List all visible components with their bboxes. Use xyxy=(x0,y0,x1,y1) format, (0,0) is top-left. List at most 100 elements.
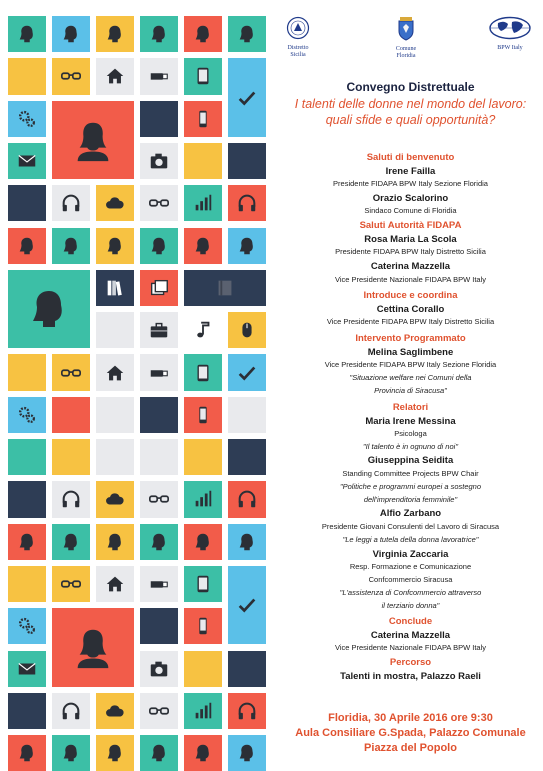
speaker-name: Maria Irene Messina xyxy=(365,416,456,427)
headphones-icon xyxy=(236,488,258,510)
speaker-role: Resp. Formazione e Comunicazione xyxy=(349,562,472,571)
grid-tile xyxy=(228,142,266,180)
grid-tile xyxy=(8,269,90,349)
woman-head-icon xyxy=(104,235,126,257)
decorative-icon-grid xyxy=(8,16,266,771)
grid-tile xyxy=(140,735,178,771)
grid-tile xyxy=(52,439,90,476)
grid-tile xyxy=(184,16,222,53)
woman-head-icon xyxy=(60,235,82,257)
grid-tile xyxy=(52,692,90,730)
footer-square: Piazza del Popolo xyxy=(364,742,457,754)
grid-tile xyxy=(8,142,46,180)
grid-tile xyxy=(140,396,178,433)
grid-tile xyxy=(8,565,46,603)
grid-tile xyxy=(96,439,134,476)
grid-tile xyxy=(96,735,134,771)
checkmark-icon xyxy=(236,362,258,384)
speaker-role: Vice Presidente Nazionale FIDAPA BPW Ita… xyxy=(334,275,487,284)
grid-tile xyxy=(184,692,222,730)
grid-tile xyxy=(140,100,178,137)
logo-label-line1: BPW Italy xyxy=(497,45,523,51)
grid-tile xyxy=(228,58,266,137)
talk-title: "Le leggi a tutela della donna lavoratri… xyxy=(342,535,479,544)
grid-tile xyxy=(52,735,90,771)
grid-tile xyxy=(8,481,46,518)
grid-tile xyxy=(96,312,134,349)
grid-tile xyxy=(228,227,266,264)
grid-tile xyxy=(52,523,90,560)
woman-head-icon xyxy=(16,235,38,257)
music-note-icon xyxy=(192,319,214,341)
grid-tile xyxy=(96,58,134,95)
grid-tile xyxy=(140,565,178,603)
book-dark-icon xyxy=(214,277,236,299)
grid-tile xyxy=(228,481,266,518)
grid-tile xyxy=(140,354,178,391)
section-heading: Conclude xyxy=(388,616,433,627)
grid-tile xyxy=(140,608,178,645)
fidapa-emblem-icon xyxy=(278,16,318,43)
grid-tile xyxy=(228,354,266,391)
grid-tile xyxy=(8,735,46,771)
grid-tile xyxy=(184,227,222,264)
gears-icon xyxy=(16,108,38,130)
talk-title: dell'imprenditoria femminile" xyxy=(363,495,458,504)
mouse-icon xyxy=(236,319,258,341)
signal-bars-icon xyxy=(192,700,214,722)
signal-bars-icon xyxy=(192,488,214,510)
speaker-name: Alfio Zarbano xyxy=(379,508,442,519)
tablet-icon xyxy=(192,362,214,384)
woman-head-icon xyxy=(148,742,170,764)
footer-venue: Aula Consiliare G.Spada, Palazzo Comunal… xyxy=(295,727,526,739)
grid-tile xyxy=(184,312,222,349)
grid-tile xyxy=(52,227,90,264)
books-icon xyxy=(104,277,126,299)
grid-tile xyxy=(184,608,222,645)
house-icon xyxy=(104,362,126,384)
grid-tile xyxy=(140,185,178,222)
checkmark-icon xyxy=(236,87,258,109)
speaker-role: Vice Presidente Nazionale FIDAPA BPW Ita… xyxy=(334,643,487,652)
grid-tile xyxy=(140,650,178,687)
grid-tile xyxy=(52,100,134,180)
speaker-name: Giuseppina Seidita xyxy=(367,455,454,466)
grid-tile xyxy=(96,227,134,264)
talk-title: "Il talento è in ognuno di noi" xyxy=(363,442,458,451)
grid-tile xyxy=(228,396,266,433)
talk-title: Provincia di Siracusa" xyxy=(374,386,447,395)
headphones-icon xyxy=(60,488,82,510)
grid-tile xyxy=(140,481,178,518)
house-icon xyxy=(104,65,126,87)
grid-tile xyxy=(228,439,266,476)
poster-text-column: Distretto Sicilia Comune Floridia BPW It… xyxy=(278,0,543,768)
speaker-name: Irene Failla xyxy=(385,166,436,177)
globe-icon xyxy=(486,16,534,43)
grid-tile xyxy=(228,185,266,222)
woman-head-icon xyxy=(16,742,38,764)
phone-icon xyxy=(192,404,214,426)
grid-tile xyxy=(228,735,266,771)
glasses-icon xyxy=(148,192,170,214)
grid-tile xyxy=(52,481,90,518)
glasses-icon xyxy=(60,362,82,384)
envelope-icon xyxy=(16,658,38,680)
grid-tile xyxy=(52,185,90,222)
grid-tile xyxy=(96,396,134,433)
camera-icon xyxy=(148,150,170,172)
logo-distretto-sicilia: Distretto Sicilia xyxy=(278,16,318,59)
woman-head-icon xyxy=(60,742,82,764)
speaker-role: Presidente Giovani Consulenti del Lavoro… xyxy=(321,522,500,531)
grid-tile xyxy=(96,16,134,53)
footer-date-time: Floridia, 30 Aprile 2016 ore 9:30 xyxy=(328,712,493,724)
speaker-role: Presidente FIDAPA BPW Italy Distretto Si… xyxy=(335,247,486,256)
speaker-role: Presidente FIDAPA BPW Italy Sezione Flor… xyxy=(333,179,488,188)
cloud-icon xyxy=(104,488,126,510)
logo-label-line2: Sicilia xyxy=(290,52,306,58)
woman-portrait-icon xyxy=(70,117,116,163)
grid-tile xyxy=(140,692,178,730)
house-icon xyxy=(104,573,126,595)
woman-head-icon xyxy=(16,23,38,45)
speaker-name: Cettina Corallo xyxy=(376,304,445,315)
envelope-icon xyxy=(16,150,38,172)
